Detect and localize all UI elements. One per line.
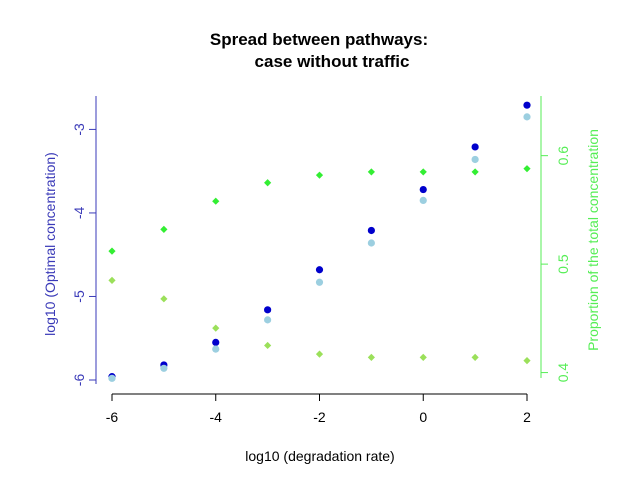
data-points — [108, 101, 531, 382]
x-axis-title: log10 (degradation rate) — [245, 448, 394, 464]
series-1-point-1 — [160, 364, 168, 372]
left-y-tick-label-0: -6 — [71, 374, 87, 387]
series-1-point-3 — [264, 316, 272, 324]
series-1-point-0 — [108, 374, 116, 382]
series-2-point-1 — [160, 225, 168, 234]
left-y-tick-label-3: -3 — [71, 123, 87, 136]
x-tick-label-4: 2 — [523, 409, 531, 425]
right-y-tick-label-1: 0.5 — [555, 254, 571, 274]
series-2-point-4 — [315, 171, 324, 179]
series-1-point-5 — [367, 239, 375, 247]
series-2-point-6 — [419, 168, 427, 176]
left-y-tick-label-2: -4 — [71, 207, 87, 220]
series-3-point-7 — [471, 353, 479, 361]
right-y-tick-label-2: 0.6 — [555, 146, 571, 166]
series-1-point-4 — [315, 278, 324, 286]
series-2-point-7 — [471, 168, 479, 176]
series-0-point-2 — [212, 338, 220, 347]
left-y-tick-label-1: -5 — [71, 290, 87, 303]
right-y-axis-title: Proportion of the total concentration — [585, 129, 601, 351]
series-1-point-6 — [419, 196, 427, 205]
x-tick-label-0: -6 — [106, 409, 119, 425]
series-3-point-1 — [160, 295, 168, 303]
series-0-point-6 — [419, 185, 427, 194]
series-0-point-5 — [367, 226, 375, 235]
series-3-point-0 — [108, 276, 116, 284]
series-0-point-7 — [471, 143, 479, 151]
series-0-point-8 — [523, 101, 531, 109]
series-3-point-4 — [315, 350, 324, 358]
x-tick-label-3: 0 — [419, 409, 427, 425]
series-1-point-2 — [212, 345, 220, 353]
chart-title-line-1: Spread between pathways: — [210, 30, 428, 49]
chart-title-line-2: case without traffic — [255, 52, 410, 71]
series-3-point-5 — [367, 353, 375, 361]
series-0-point-4 — [315, 266, 324, 274]
series-2-point-2 — [212, 197, 220, 205]
series-2-point-3 — [264, 179, 272, 187]
series-1-point-8 — [523, 113, 531, 121]
series-3-point-6 — [419, 353, 427, 361]
right-y-tick-label-0: 0.4 — [555, 363, 571, 383]
series-2-point-8 — [523, 165, 531, 173]
series-0-point-3 — [264, 306, 272, 314]
series-2-point-0 — [108, 247, 116, 255]
series-3-point-2 — [212, 324, 220, 332]
series-1-point-7 — [471, 155, 479, 164]
series-3-point-3 — [264, 341, 272, 350]
x-tick-label-1: -4 — [210, 409, 223, 425]
left-y-axis-title: log10 (Optimal concentration) — [42, 152, 58, 336]
series-2-point-5 — [367, 168, 375, 176]
series-3-point-8 — [523, 357, 531, 365]
x-tick-label-2: -2 — [313, 409, 326, 425]
axes: -6 -4 -2 0 2 -6 -5 -4 -3 0.4 0.5 0.6 — [71, 96, 571, 425]
